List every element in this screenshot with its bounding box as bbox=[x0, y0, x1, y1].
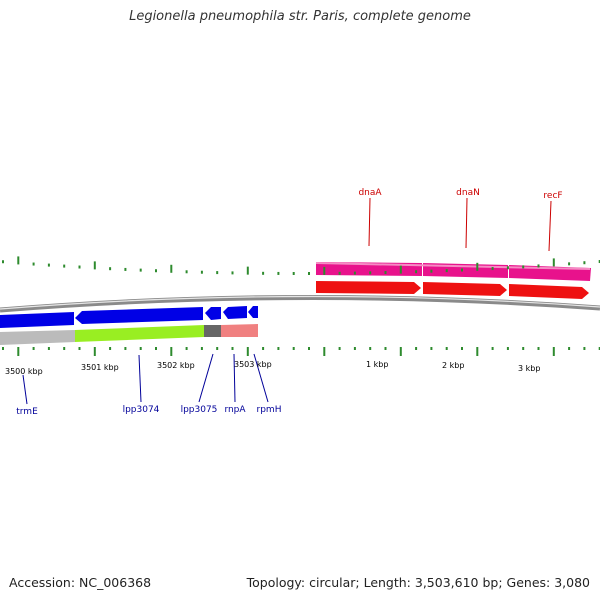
band-grey bbox=[0, 330, 75, 345]
arrow-lpp3075 bbox=[205, 307, 221, 320]
accession-text: Accession: NC_006368 bbox=[9, 575, 151, 590]
ruler-label: 2 kbp bbox=[442, 361, 464, 370]
gene-label-dnaN[interactable]: dnaN bbox=[456, 188, 480, 198]
ruler-labels: 3500 kbp 3501 kbp 3502 kbp 3503 kbp 1 kb… bbox=[5, 360, 540, 376]
genome-backbone bbox=[0, 297, 600, 310]
ruler-ticks-bottom bbox=[3, 347, 600, 356]
reverse-color-band bbox=[0, 324, 258, 345]
arrow-recF bbox=[509, 284, 589, 299]
gene-label-rnpA[interactable]: rnpA bbox=[224, 405, 246, 415]
gene-label-lpp3075[interactable]: lpp3075 bbox=[181, 405, 218, 415]
arrow-rnpA bbox=[223, 306, 247, 319]
arrow-trmE bbox=[0, 312, 74, 328]
ruler-label: 3502 kbp bbox=[157, 361, 195, 370]
ruler-label: 3500 kbp bbox=[5, 367, 43, 376]
ruler-label: 1 kbp bbox=[366, 360, 388, 369]
gene-label-rpmH[interactable]: rpmH bbox=[257, 405, 282, 415]
genome-map: 3500 kbp 3501 kbp 3502 kbp 3503 kbp 1 kb… bbox=[0, 0, 600, 600]
arrow-lpp3074 bbox=[75, 307, 203, 324]
band-pink bbox=[221, 324, 258, 337]
arrow-dnaN bbox=[423, 282, 507, 296]
gene-label-recF[interactable]: recF bbox=[543, 191, 562, 201]
ruler-label: 3503 kbp bbox=[234, 360, 272, 369]
genome-summary: Topology: circular; Length: 3,503,610 bp… bbox=[247, 575, 590, 590]
arrow-rpmH bbox=[248, 306, 258, 318]
ruler-label: 3 kbp bbox=[518, 364, 540, 373]
gene-label-dnaA[interactable]: dnaA bbox=[358, 188, 382, 198]
gene-label-trmE[interactable]: trmE bbox=[16, 407, 38, 417]
band-green bbox=[75, 325, 204, 342]
forward-pink-band bbox=[316, 262, 591, 281]
band-dark bbox=[204, 325, 221, 337]
arrow-dnaA bbox=[316, 281, 421, 294]
gene-label-lpp3074[interactable]: lpp3074 bbox=[123, 405, 160, 415]
ruler-label: 3501 kbp bbox=[81, 363, 119, 372]
